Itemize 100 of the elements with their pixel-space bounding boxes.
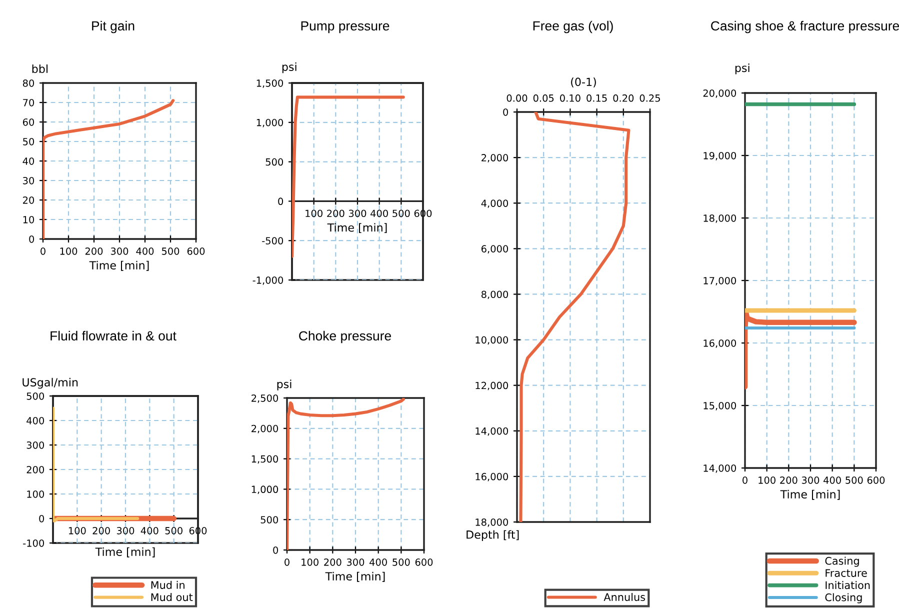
- x-tick-label: 500: [392, 558, 410, 566]
- y-tick-label: 2,000: [252, 424, 278, 434]
- x-tick-label: 200: [327, 210, 344, 218]
- chart-title: Pit gain: [92, 20, 134, 34]
- x-tick-label: 200: [92, 527, 110, 534]
- x-tick-label: 0.05: [533, 94, 554, 102]
- x-tick-label: 300: [110, 248, 128, 255]
- x-tick-label: 300: [348, 210, 366, 218]
- x-tick-label: 500: [162, 248, 180, 255]
- x-tick-label: 500: [392, 210, 410, 218]
- y-tick-label: 500: [26, 392, 44, 400]
- legend-label: Mud in: [151, 580, 184, 589]
- chart-title: Fluid flowrate in & out: [50, 330, 176, 341]
- x-axis-title: Time [min]: [89, 260, 149, 271]
- y-tick-label: 50: [23, 138, 34, 146]
- y-tick-label: 10,000: [476, 336, 508, 345]
- y-tick-label: 500: [266, 158, 284, 166]
- y-tick-label: 20,000: [703, 89, 736, 98]
- chart-title: Casing shoe & fracture pressure: [711, 20, 899, 34]
- y-tick-label: 6,000: [482, 245, 508, 254]
- y-tick-label: 60: [22, 118, 34, 126]
- y-tick-label: 12,000: [476, 382, 508, 390]
- x-tick-label: 200: [85, 248, 103, 255]
- legend-label: Annulus: [604, 592, 646, 602]
- y-tick-label: 0: [29, 235, 34, 243]
- x-tick-label: 100: [60, 248, 78, 255]
- x-tick-label: 0: [284, 558, 290, 566]
- y-tick-label: 80: [22, 79, 34, 87]
- x-tick-label: 400: [140, 527, 158, 534]
- y-tick-label: 17,000: [704, 276, 736, 286]
- y-tick-label: 18,000: [704, 214, 736, 223]
- x-axis-title: Time [min]: [95, 547, 155, 558]
- x-tick-label: 300: [802, 476, 820, 484]
- y-tick-label: -1,000: [252, 276, 284, 285]
- line-series: [43, 99, 175, 239]
- x-tick-label: 400: [370, 210, 388, 218]
- x-tick-label: 300: [346, 558, 364, 566]
- x-tick-label: 200: [324, 558, 342, 566]
- y-tick-label: 14,000: [476, 427, 508, 436]
- y-tick-label: 500: [260, 516, 278, 524]
- x-tick-label: 100: [306, 210, 322, 218]
- y-tick-label: 0: [39, 514, 44, 522]
- x-axis-title: Time [min]: [327, 223, 387, 234]
- x-tick-label: 400: [136, 248, 154, 255]
- y-tick-label: 0: [273, 546, 278, 554]
- x-tick-label: 600: [187, 248, 205, 255]
- y-axis-title: psi: [735, 63, 750, 74]
- y-tick-label: 18,000: [476, 518, 508, 527]
- chart-title: Free gas (vol): [533, 20, 613, 34]
- x-tick-label: 200: [780, 476, 798, 484]
- x-tick-label: 0.10: [560, 94, 580, 102]
- y-tick-label: 1,000: [252, 486, 278, 494]
- line-series: [519, 112, 630, 522]
- y-tick-label: 1,000: [256, 118, 284, 128]
- y-tick-label: 19,000: [704, 152, 736, 160]
- x-tick-label: 400: [824, 476, 841, 484]
- y-tick-label: -100: [23, 539, 44, 547]
- y-tick-label: 300: [26, 441, 44, 449]
- x-axis-title: (0-1): [571, 77, 596, 88]
- legend-label: Mud out: [151, 593, 193, 602]
- y-axis-title: psi: [277, 380, 292, 390]
- x-tick-label: 600: [415, 558, 433, 566]
- x-tick-label: 0: [742, 476, 748, 484]
- y-tick-label: 16,000: [476, 472, 508, 482]
- y-tick-label: 15,000: [704, 402, 736, 410]
- x-tick-label: 100: [302, 558, 318, 566]
- x-tick-label: 600: [867, 476, 885, 484]
- y-tick-label: 8,000: [481, 290, 508, 300]
- x-tick-label: 100: [68, 527, 86, 534]
- x-tick-label: 500: [165, 527, 182, 534]
- chart-title: Pump pressure: [301, 21, 390, 34]
- legend-label: Initiation: [826, 581, 870, 590]
- chart-title: Choke pressure: [299, 330, 391, 344]
- legend-label: Closing: [825, 593, 862, 604]
- y-tick-label: 2,500: [252, 394, 278, 403]
- y-tick-label: 30: [23, 176, 34, 184]
- y-tick-label: 16,000: [704, 339, 736, 348]
- y-axis-title: psi: [282, 62, 296, 74]
- y-tick-label: 0: [503, 108, 508, 116]
- x-tick-label: 0.20: [613, 94, 634, 102]
- x-tick-label: 0.15: [586, 94, 607, 102]
- legend-label: Casing: [825, 556, 859, 567]
- y-tick-label: 0: [278, 198, 284, 206]
- y-tick-label: 1,500: [252, 455, 278, 464]
- x-tick-label: 400: [370, 558, 387, 566]
- y-tick-label: 1,500: [256, 79, 284, 88]
- legend-label: Fracture: [826, 569, 867, 577]
- y-tick-label: 100: [27, 490, 44, 498]
- y-axis-title: USgal/min: [22, 378, 78, 389]
- y-axis-title: Depth [ft]: [466, 530, 519, 541]
- x-tick-label: 300: [116, 527, 134, 534]
- x-tick-label: 0.25: [640, 94, 660, 102]
- y-tick-label: 2,000: [482, 154, 508, 162]
- y-tick-label: 20: [23, 196, 34, 204]
- x-tick-label: 0.00: [506, 94, 528, 102]
- y-tick-label: 200: [26, 466, 44, 474]
- y-axis-title: bbl: [32, 64, 48, 74]
- y-tick-label: 10: [23, 216, 34, 224]
- y-tick-label: 14,000: [704, 464, 736, 473]
- y-tick-label: 400: [26, 416, 44, 424]
